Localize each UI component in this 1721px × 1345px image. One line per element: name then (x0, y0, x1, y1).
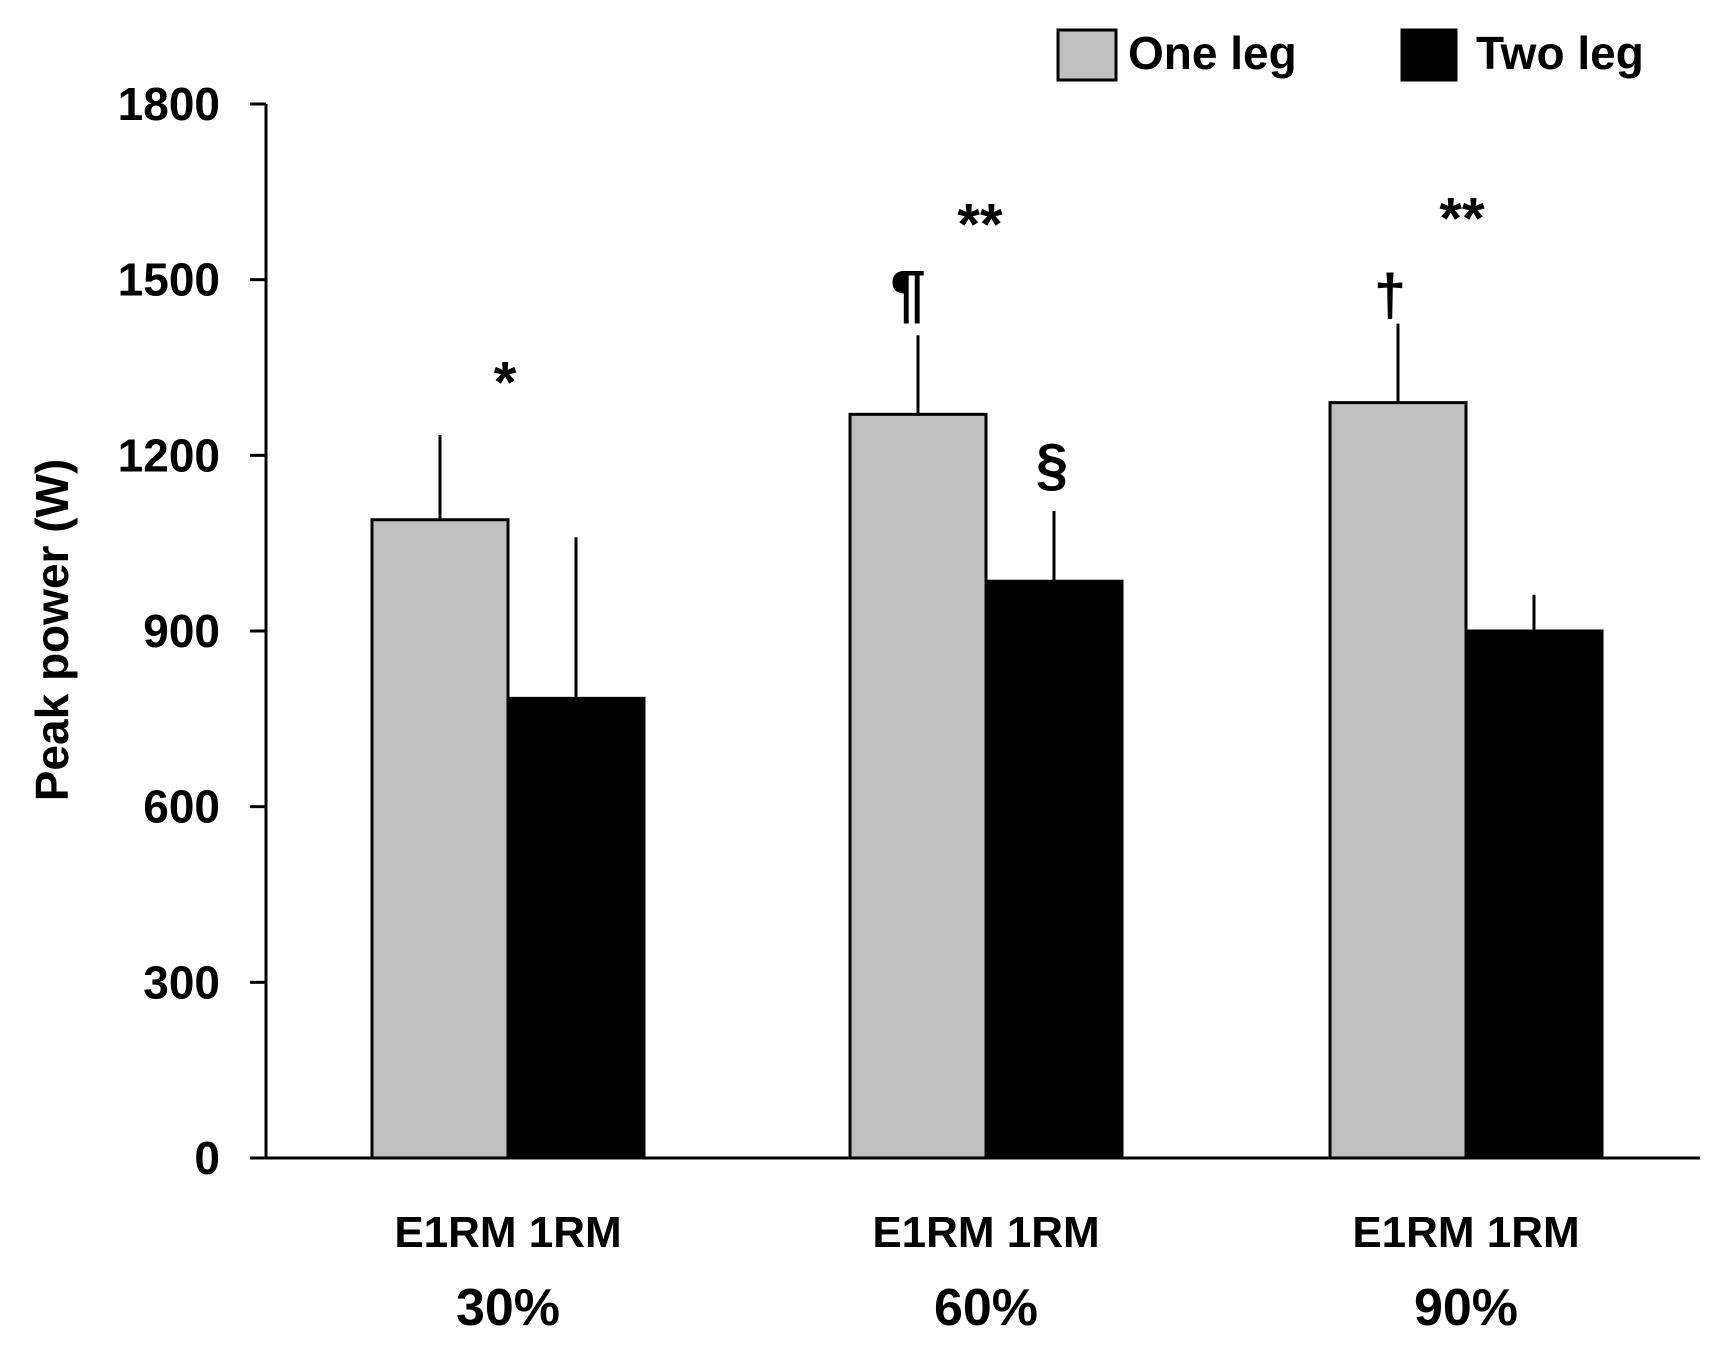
bar-two-leg-1 (984, 579, 1124, 1160)
error-bars (438, 323, 1536, 699)
bar-two-leg-0 (506, 696, 646, 1160)
group-sublabel: E1RM 1RM (1352, 1208, 1579, 1257)
bar-one-leg-1 (848, 412, 988, 1160)
legend: One leg Two leg (1056, 27, 1644, 82)
y-axis-label: Peak power (W) (26, 459, 78, 802)
group-label: 90% (1414, 1279, 1518, 1337)
y-tick-label: 1500 (118, 254, 220, 306)
significance-marker: * (494, 351, 517, 416)
bars (370, 401, 1604, 1160)
y-tick-label: 1800 (118, 78, 220, 130)
significance-marker: ** (957, 193, 1003, 258)
group-sublabel: E1RM 1RM (872, 1208, 1099, 1257)
legend-label-one-leg: One leg (1128, 27, 1297, 79)
group-label: 60% (934, 1279, 1038, 1337)
y-tick-label: 0 (194, 1132, 220, 1184)
significance-marker: † (1374, 263, 1406, 328)
legend-swatch-two-leg (1400, 28, 1458, 82)
group-label: 30% (456, 1279, 560, 1337)
x-axis-labels: E1RM 1RM 30% E1RM 1RM 60% E1RM 1RM 90% (394, 1208, 1579, 1337)
y-axis-ticks: 0 300 600 900 1200 1500 1800 (118, 78, 266, 1184)
y-tick-label: 600 (143, 781, 220, 833)
bar-two-leg-2 (1464, 629, 1604, 1160)
y-tick-label: 300 (143, 956, 220, 1008)
bar-one-leg-0 (370, 518, 510, 1160)
significance-marker: ** (1439, 187, 1485, 252)
significance-marker: ¶ (890, 257, 926, 329)
legend-swatch-one-leg (1056, 28, 1118, 82)
y-tick-label: 1200 (118, 429, 220, 481)
group-sublabel: E1RM 1RM (394, 1208, 621, 1257)
legend-label-two-leg: Two leg (1476, 27, 1644, 79)
annotations: * ¶ ** § † ** (494, 187, 1485, 498)
significance-marker: § (1036, 433, 1068, 498)
bar-one-leg-2 (1328, 401, 1468, 1160)
y-tick-label: 900 (143, 605, 220, 657)
